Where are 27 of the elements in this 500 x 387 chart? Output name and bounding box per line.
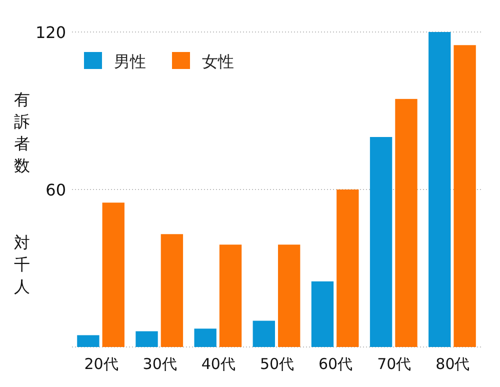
bar: [194, 328, 216, 347]
bar: [370, 137, 392, 347]
x-tick-label: 70代: [377, 355, 412, 373]
y-tick-label: 120: [35, 23, 66, 42]
y-tick-label: 60: [46, 180, 66, 200]
x-tick-label: 20代: [84, 355, 118, 373]
legend-label: 女性: [202, 52, 234, 71]
legend-label: 男性: [114, 52, 146, 71]
bar: [136, 331, 158, 347]
bar: [311, 281, 334, 347]
x-tick-label: 30代: [142, 355, 177, 373]
bar: [336, 190, 359, 347]
bar: [160, 234, 184, 347]
bar: [278, 244, 300, 347]
text: 対千人: [14, 233, 30, 296]
bar: [428, 32, 451, 347]
x-tick-label: 40代: [201, 355, 236, 373]
x-tick-label: 50代: [260, 355, 294, 373]
bar: [219, 244, 242, 347]
x-tick-label: 80代: [436, 355, 470, 373]
bar: [252, 320, 275, 347]
bar: [102, 202, 124, 347]
x-tick-label: 60代: [318, 355, 353, 373]
bar: [395, 98, 418, 347]
y-axis-title: 有訴者数: [14, 90, 30, 175]
bar: [454, 45, 476, 347]
bar: [77, 335, 100, 347]
